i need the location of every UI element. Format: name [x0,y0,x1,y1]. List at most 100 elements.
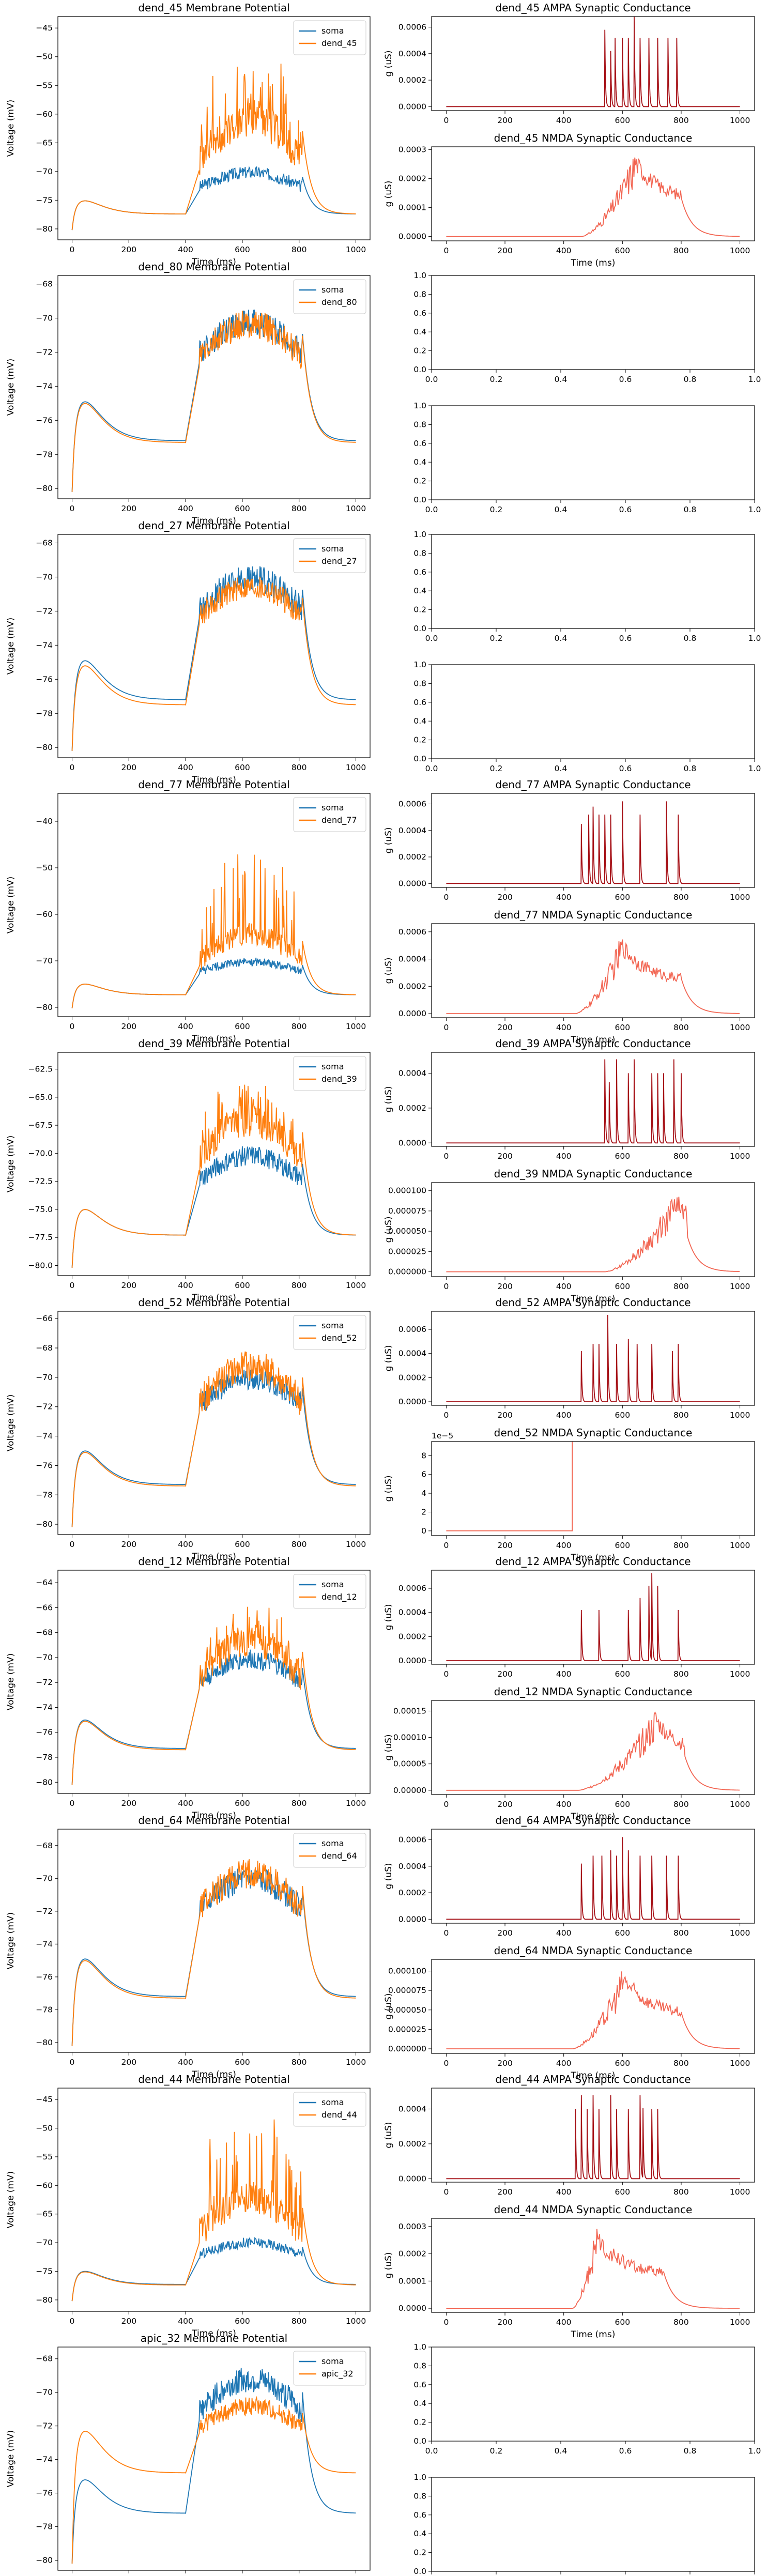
x-tick-label: 200 [121,1281,136,1290]
y-tick-label: −60 [36,2181,53,2190]
y-tick-label: 0.8 [413,679,426,688]
chart-panel-24: dend_44 Membrane Potential 0 200 400 600 800 1… [6,2073,371,2339]
x-tick-label: 400 [556,1282,572,1291]
chart-panel-14: dend_39 NMDA Synaptic Conductance 0 200 400… [384,1168,755,1304]
y-tick-label: 0.0006 [398,23,426,32]
x-tick-label: 800 [292,763,307,772]
y-tick-label: −80 [36,224,53,234]
y-axis-label: g (uS) [384,1604,394,1630]
y-tick-label: 0.0000 [398,879,426,888]
series-line-dend_77 [71,854,356,1008]
x-tick-label: 1000 [730,1023,750,1032]
chart-title: dend_77 NMDA Synaptic Conductance [494,909,693,921]
y-tick-label: 0.6 [413,439,426,448]
y-tick-label: 0.0000 [398,1009,426,1018]
chart-panel-22: dend_64 AMPA Synaptic Conductance 0 200 400… [384,1814,755,1938]
x-tick-label: 200 [497,2318,513,2327]
chart-panel-8: 0.0 0.2 0.4 0.6 0.8 1.0 0.0 0.2 0.4 0.6 0.8 1.0 [413,660,761,773]
y-tick-label: 0.2 [413,477,426,486]
x-tick-label: 1000 [346,2317,366,2326]
x-tick-label: 400 [556,1023,572,1032]
x-axis-label: Time (ms) [191,1034,236,1044]
chart-title: dend_77 Membrane Potential [138,778,289,791]
y-tick-label: 0.6 [413,309,426,318]
series-line-soma [71,2236,356,2302]
x-tick-label: 0 [70,1281,75,1290]
x-axis-label: Time (ms) [191,2328,236,2339]
x-tick-label: 400 [178,763,193,772]
y-tick-label: −68 [36,2354,53,2364]
chart-panel-10: dend_77 AMPA Synaptic Conductance 0 200 400… [384,778,755,902]
series-line-AMPA [446,1059,740,1144]
x-tick-label: 200 [497,1800,513,1809]
legend-box [293,1056,366,1091]
x-tick-label: 800 [292,1799,307,1808]
chart-panel-25: dend_44 AMPA Synaptic Conductance 0 200 400… [384,2073,755,2197]
x-tick-label: 400 [178,1281,193,1290]
x-tick-label: 0 [443,1669,449,1679]
x-tick-label: 1000 [730,893,750,902]
series-line-NMDA [446,1197,740,1272]
y-axis-label: g (uS) [384,50,394,76]
x-tick-label: 0.0 [425,375,438,384]
y-tick-label: 1.0 [413,530,426,539]
y-tick-label: −70 [36,167,53,176]
x-tick-label: 800 [292,2058,307,2067]
y-axis-label: g (uS) [384,1993,394,2019]
chart-panel-20: dend_12 NMDA Synaptic Conductance 0 200 400… [384,1685,755,1822]
x-tick-label: 600 [615,1023,631,1032]
x-tick-label: 1000 [346,2058,366,2067]
legend: soma dend_77 [293,797,366,832]
x-tick-label: 0 [70,763,75,772]
chart-panel-5: 0.0 0.2 0.4 0.6 0.8 1.0 0.0 0.2 0.4 0.6 0.8 1.0 [413,401,761,514]
x-tick-label: 0 [443,1282,449,1291]
x-tick-label: 200 [497,893,513,902]
x-tick-label: 0.4 [555,764,567,773]
chart-panel-4: 0.0 0.2 0.4 0.6 0.8 1.0 0.0 0.2 0.4 0.6 0.8 1.0 [413,271,761,384]
x-tick-label: 0 [443,116,449,125]
x-tick-label: 600 [235,1281,250,1290]
y-tick-label: 1.0 [413,271,426,280]
x-tick-label: 200 [497,116,513,125]
chart-panel-3: dend_80 Membrane Potential 0 200 400 600 800 1… [6,260,371,526]
y-tick-label: −72 [36,1907,53,1916]
x-tick-label: 800 [292,2317,307,2326]
axes-frame [57,1829,371,2053]
x-tick-label: 600 [235,2058,250,2067]
y-tick-label: 2 [421,1508,426,1517]
legend-label: dend_77 [321,815,357,825]
x-tick-label: 0.2 [490,634,503,643]
y-tick-label: −80 [36,1520,53,1529]
y-tick-label: −76 [36,674,53,684]
y-tick-label: 0.0 [413,754,426,763]
x-tick-label: 0.6 [619,764,632,773]
y-tick-label: 0.000075 [388,1206,426,1216]
x-tick-label: 600 [235,504,250,513]
x-tick-label: 800 [673,1023,689,1032]
y-tick-label: 0.8 [413,420,426,429]
x-tick-label: 0 [443,1410,449,1420]
axes-frame [431,2088,755,2183]
y-axis-label: Voltage (mV) [6,1912,16,1970]
legend-label: soma [321,803,344,812]
x-tick-label: 400 [556,1669,572,1679]
axes-frame [57,16,371,240]
series-line-soma [71,957,356,1008]
x-tick-label: 1.0 [748,505,761,514]
y-tick-label: −68 [36,1841,53,1850]
series-line-soma [71,1367,356,1527]
legend-box [293,20,366,55]
series-line-dend_12 [71,1606,356,1785]
x-tick-label: 200 [497,1152,513,1161]
x-tick-label: 1000 [730,1800,750,1809]
x-tick-label: 400 [178,2058,193,2067]
x-tick-label: 400 [556,246,572,255]
y-tick-label: −62.5 [28,1065,53,1074]
x-tick-label: 1000 [730,1152,750,1161]
series-line-soma [71,1649,356,1785]
y-tick-label: −78 [36,709,53,718]
x-axis-label: Time (ms) [571,258,616,268]
x-tick-label: 0.2 [490,375,503,384]
x-tick-label: 1.0 [748,634,761,643]
y-tick-label: −74 [36,1703,53,1712]
